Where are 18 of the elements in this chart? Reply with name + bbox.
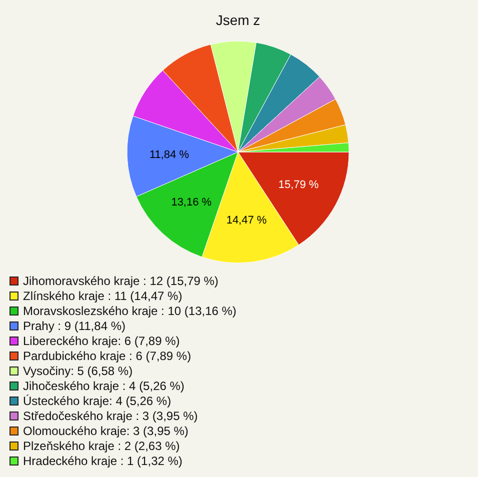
legend-label: Pardubického kraje : 6 (7,89 %) xyxy=(23,349,192,363)
legend-label: Středočeského kraje : 3 (3,95 %) xyxy=(23,409,198,423)
chart-title: Jsem z xyxy=(216,12,260,28)
legend-label: Zlínského kraje : 11 (14,47 %) xyxy=(23,289,182,303)
data-label: 11,84 % xyxy=(149,148,190,161)
data-label: 14,47 % xyxy=(226,214,267,226)
legend-label: Libereckého kraje: 6 (7,89 %) xyxy=(23,334,180,348)
legend-label: Jihomoravského kraje : 12 (15,79 %) xyxy=(23,274,218,288)
legend-label: Ústeckého kraje: 4 (5,26 %) xyxy=(23,394,172,408)
data-label: 13,16 % xyxy=(171,196,212,209)
legend-label: Vysočiny: 5 (6,58 %) xyxy=(23,364,133,378)
legend-label: Olomouckého kraje: 3 (3,95 %) xyxy=(23,424,188,438)
legend-label: Hradeckého kraje : 1 (1,32 %) xyxy=(23,454,182,468)
legend-label: Prahy : 9 (11,84 %) xyxy=(23,319,126,333)
legend-label: Jihočeského kraje : 4 (5,26 %) xyxy=(23,379,184,393)
legend-label: Plzeňského kraje : 2 (2,63 %) xyxy=(23,439,180,453)
legend-label: Moravskoslezského kraje : 10 (13,16 %) xyxy=(23,304,236,318)
data-label: 15,79 % xyxy=(278,178,319,191)
